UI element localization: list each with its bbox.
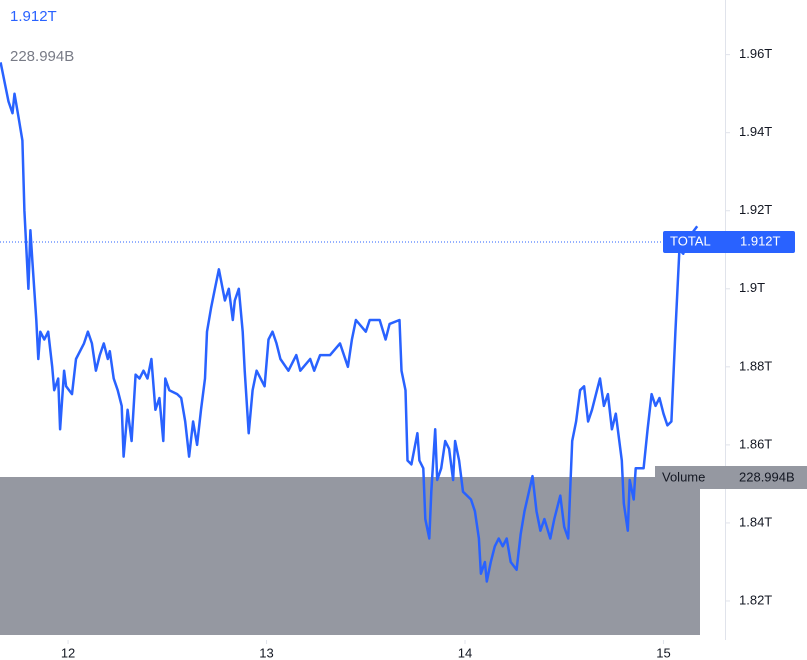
series-name: TOTAL <box>670 233 711 248</box>
volume-pane <box>0 477 700 635</box>
last-value-badge <box>663 230 795 253</box>
volume-value: 228.994B <box>10 48 74 65</box>
y-tick-label: 1.94T <box>739 124 772 139</box>
x-tick-label: 13 <box>259 645 273 660</box>
y-tick-label: 1.82T <box>739 592 772 607</box>
volume-label: Volume <box>662 469 705 484</box>
x-tick-label: 12 <box>61 645 75 660</box>
volume-label-value: 228.994B <box>739 469 795 484</box>
volume-label-box <box>655 466 807 489</box>
y-tick-label: 1.88T <box>739 358 772 373</box>
x-tick-label: 14 <box>458 645 472 660</box>
y-tick-label: 1.92T <box>739 202 772 217</box>
y-tick-label: 1.86T <box>739 436 772 451</box>
y-tick-label: 1.84T <box>739 514 772 529</box>
y-tick-label: 1.9T <box>739 280 765 295</box>
x-tick-label: 15 <box>656 645 670 660</box>
y-tick-label: 1.96T <box>739 46 772 61</box>
price-line <box>0 62 699 583</box>
last-value-badge-label: 1.912T <box>740 233 781 248</box>
last-value: 1.912T <box>10 8 57 25</box>
